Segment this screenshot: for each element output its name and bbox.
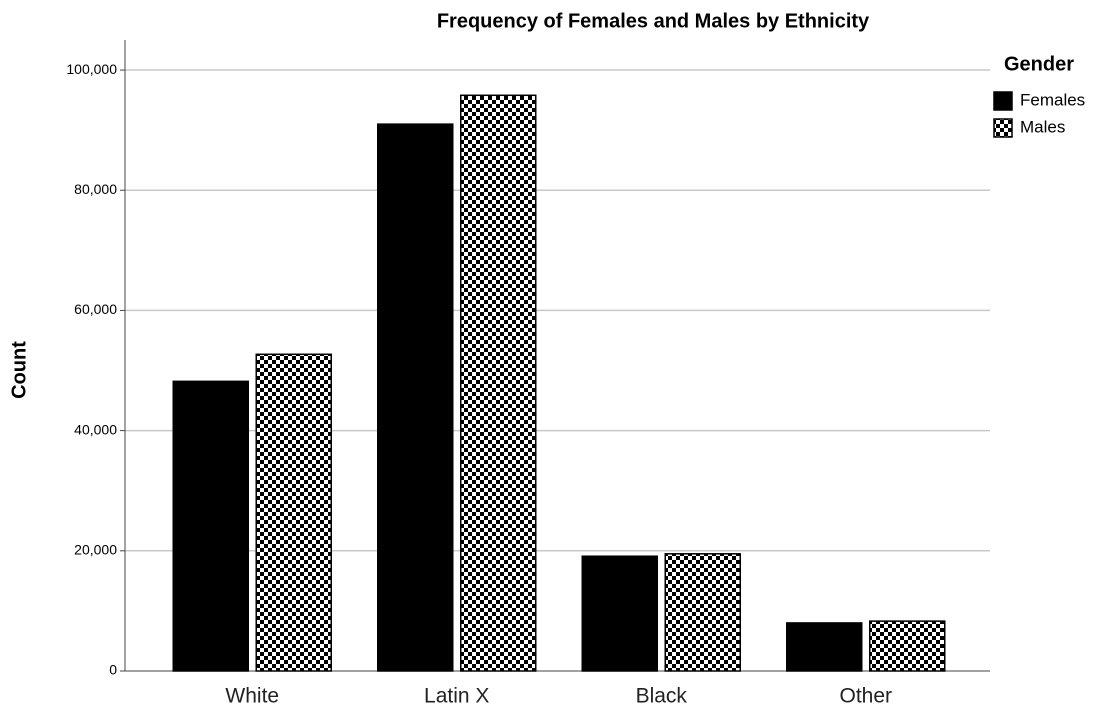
y-tick-label: 20,000: [74, 542, 117, 558]
bar: [664, 553, 741, 672]
x-tick-label: Other: [839, 685, 892, 708]
bar: [377, 123, 454, 672]
legend-title: Gender: [1004, 53, 1074, 75]
bar: [460, 94, 537, 672]
bar: [172, 380, 249, 672]
y-tick-label: 80,000: [74, 181, 117, 197]
legend-swatch: [993, 91, 1013, 111]
y-tick-label: 0: [109, 662, 117, 678]
bar: [869, 620, 946, 672]
bar: [255, 353, 332, 672]
y-tick-label: 100,000: [66, 61, 117, 77]
y-tick-label: 40,000: [74, 421, 117, 437]
bar: [786, 622, 863, 672]
legend-swatch: [993, 118, 1013, 138]
bar: [581, 555, 658, 672]
x-tick-label: White: [225, 685, 279, 708]
x-tick-label: Latin X: [424, 685, 489, 708]
legend-label: Males: [1020, 117, 1065, 136]
y-axis-label: Count: [8, 341, 30, 399]
x-tick-label: Black: [636, 685, 688, 708]
chart-title: Frequency of Females and Males by Ethnic…: [437, 10, 870, 32]
legend-label: Females: [1020, 90, 1085, 109]
y-tick-label: 60,000: [74, 301, 117, 317]
